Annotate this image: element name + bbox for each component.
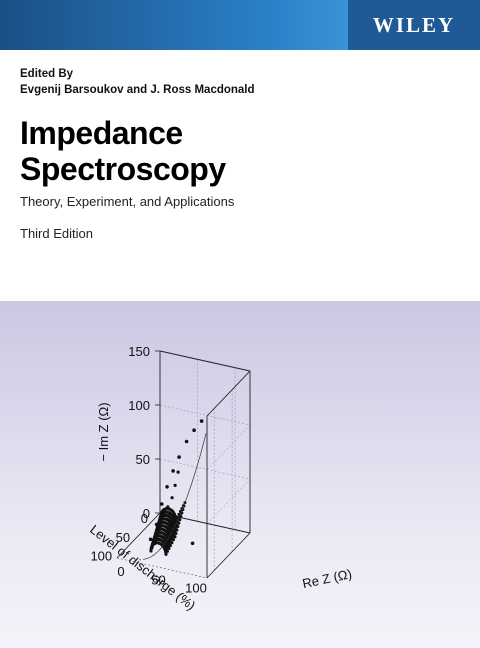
data-point: [170, 496, 174, 500]
level-tick-label: 50: [116, 530, 130, 545]
data-point: [184, 439, 189, 444]
data-point: [171, 469, 175, 473]
data-point: [178, 518, 182, 522]
data-point: [166, 549, 169, 553]
level-tick-label: 0: [141, 511, 148, 526]
book-subtitle: Theory, Experiment, and Applications: [20, 194, 235, 209]
data-point: [173, 483, 177, 487]
data-point: [175, 528, 179, 532]
data-point: [177, 521, 181, 525]
editors-block: Edited By Evgenij Barsoukov and J. Ross …: [20, 66, 255, 98]
editors-names: Evgenij Barsoukov and J. Ross Macdonald: [20, 84, 255, 96]
grid-line: [159, 458, 251, 480]
data-point: [174, 532, 178, 535]
axis-labels: 0 50 100 150 0 50 100 0 50 100 − Im Z (Ω) Re Z (Ω) L…: [87, 344, 353, 613]
frame-line: [206, 370, 251, 417]
data-points: [143, 419, 207, 560]
axis-line-re: [206, 532, 251, 579]
book-title: Impedance Spectroscopy: [20, 115, 226, 187]
data-point: [190, 541, 195, 546]
plot-axes-box: [116, 350, 251, 579]
data-point: [177, 455, 181, 459]
data-point: [179, 514, 183, 518]
grid-line: [159, 404, 251, 426]
re-axis-title: Re Z (Ω): [301, 566, 353, 591]
grid-line: [206, 478, 251, 525]
data-point: [176, 525, 180, 529]
grid-line: [206, 424, 251, 471]
data-point: [166, 505, 170, 509]
re-tick-label: 100: [185, 581, 207, 596]
data-point: [173, 535, 177, 539]
im-tick-label: 100: [128, 398, 150, 413]
publisher-name: WILEY: [372, 12, 456, 37]
editors-label: Edited By: [20, 68, 74, 80]
book-edition: Third Edition: [20, 226, 93, 241]
im-tick-label: 150: [128, 344, 150, 359]
data-point: [167, 547, 171, 550]
data-point: [148, 537, 153, 542]
data-point: [160, 502, 164, 506]
publisher-logo: WILEY: [348, 0, 480, 50]
impedance-3d-plot: 0 50 100 150 0 50 100 0 50 100 − Im Z (Ω) Re Z (Ω) L…: [87, 344, 353, 613]
fit-curve: [143, 433, 207, 560]
frame-line: [116, 557, 208, 579]
data-point: [192, 428, 196, 432]
re-tick-label: 50: [151, 572, 165, 587]
data-point: [176, 470, 180, 474]
axis-line-level: [116, 512, 161, 559]
data-point: [169, 544, 172, 548]
title-line-2: Spectroscopy: [20, 151, 226, 187]
im-tick-label: 50: [136, 452, 150, 467]
data-point: [165, 485, 169, 489]
im-tick-label: 0: [143, 506, 150, 521]
level-axis-title: Level of discharge (%): [87, 522, 198, 613]
cover-illustration: 0 50 100 150 0 50 100 0 50 100 − Im Z (Ω) Re Z (Ω) L…: [0, 301, 480, 648]
frame-line: [159, 350, 251, 372]
title-line-1: Impedance: [20, 115, 183, 151]
data-point: [172, 538, 175, 542]
data-point: [199, 419, 204, 423]
data-point: [154, 522, 159, 527]
level-tick-label: 100: [90, 549, 112, 564]
data-point: [164, 552, 168, 556]
re-tick-label: 0: [117, 564, 124, 579]
publisher-banner: WILEY: [0, 0, 480, 50]
data-point: [170, 541, 174, 545]
im-axis-title: − Im Z (Ω): [96, 402, 111, 461]
